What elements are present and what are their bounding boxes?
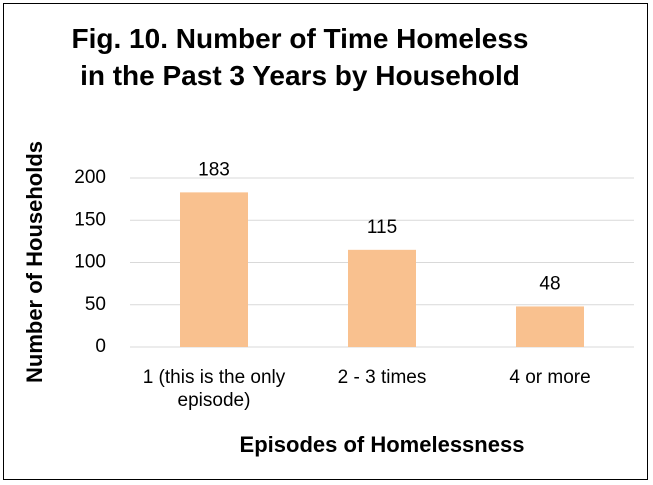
- bar: [348, 249, 416, 347]
- x-axis-title: Episodes of Homelessness: [240, 432, 525, 457]
- bar: [516, 306, 584, 347]
- data-label: 183: [198, 159, 230, 180]
- x-tick-label: 2 - 3 times: [337, 367, 427, 388]
- y-axis-title: Number of Households: [22, 141, 47, 383]
- x-tick-label: 1 (this is the only episode): [142, 367, 286, 411]
- data-label: 115: [367, 217, 397, 238]
- chart-frame: [3, 3, 648, 480]
- y-tick-label: 100: [74, 252, 106, 273]
- data-label: 48: [539, 273, 560, 294]
- y-tick-label: 50: [85, 294, 106, 315]
- bar: [180, 192, 248, 347]
- y-tick-label: 150: [74, 209, 106, 230]
- y-tick-label: 0: [95, 336, 106, 357]
- y-tick-label: 200: [74, 167, 106, 188]
- x-tick-label: 4 or more: [509, 367, 591, 388]
- chart-title: Fig. 10. Number of Time Homeless in the …: [71, 23, 529, 91]
